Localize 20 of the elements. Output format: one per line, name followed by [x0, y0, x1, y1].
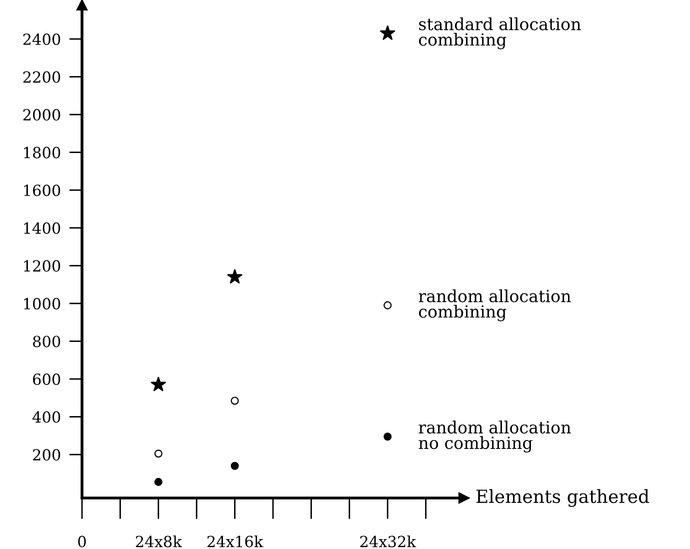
- x-tick-label: 0: [78, 536, 86, 548]
- series-label: random allocation combining: [418, 289, 571, 322]
- x-tick-label: 24x32k: [360, 536, 416, 548]
- y-tick-label: 400: [32, 411, 60, 423]
- y-tick-label: 1800: [24, 146, 60, 158]
- y-tick-label: 800: [33, 336, 60, 348]
- x-tick-label: 24x8k: [136, 536, 182, 548]
- y-tick-label: 2400: [23, 33, 60, 46]
- x-tick-label: 24x16k: [207, 536, 264, 548]
- y-tick-label: 1200: [24, 260, 60, 272]
- y-tick-label: 1000: [24, 298, 60, 310]
- series-label: random allocation no combining: [418, 420, 571, 453]
- series-label: standard allocation combining: [418, 17, 581, 50]
- y-tick-label: 1600: [24, 184, 60, 196]
- y-tick-label: 600: [33, 373, 60, 386]
- y-tick-label: 200: [33, 449, 60, 461]
- y-tick-label: 2000: [23, 109, 60, 121]
- y-tick-label: 1400: [24, 222, 60, 234]
- x-axis-title: Elements gathered: [476, 489, 650, 507]
- y-tick-label: 2200: [23, 71, 60, 83]
